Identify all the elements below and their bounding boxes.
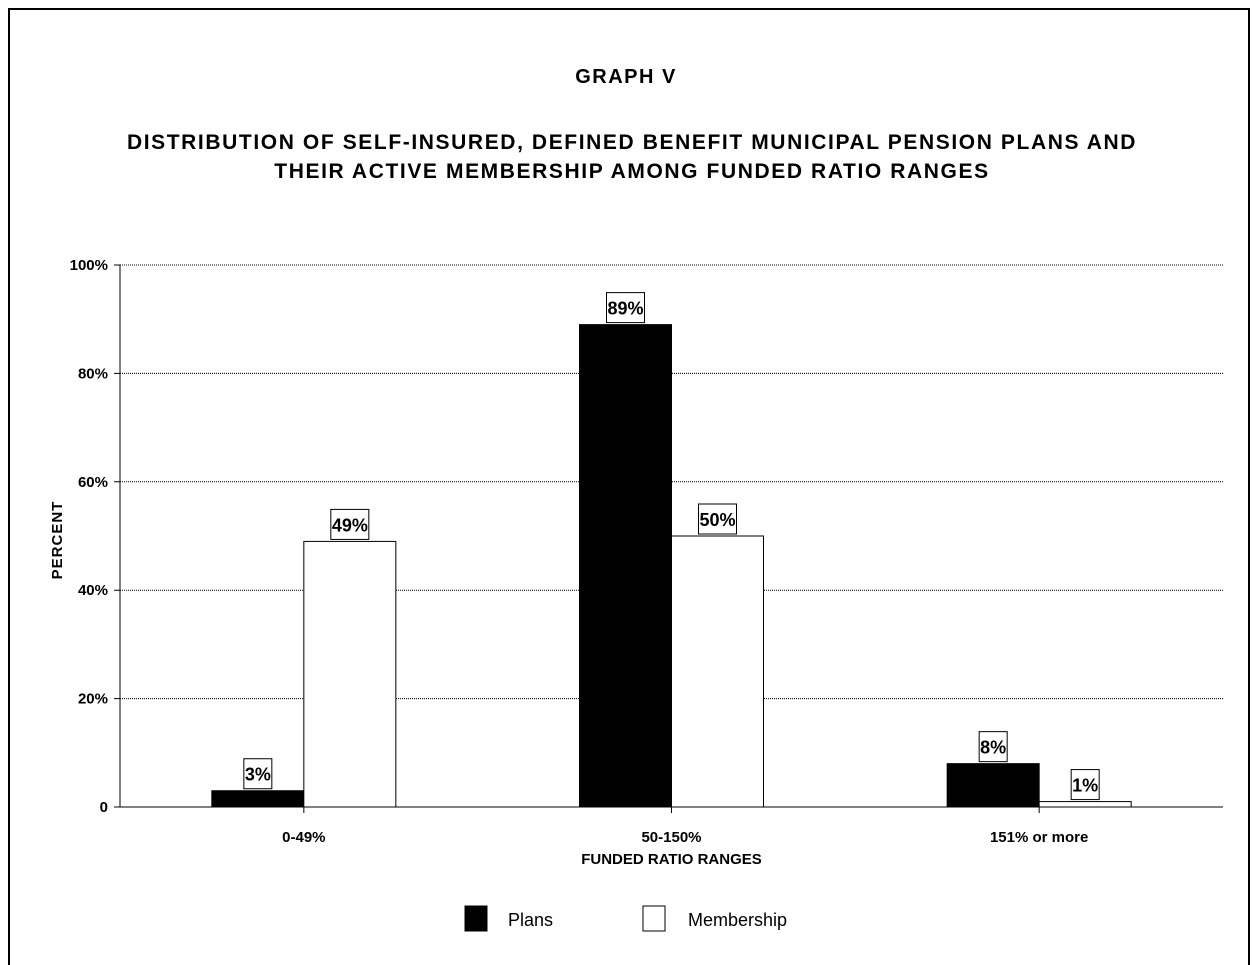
- bar-membership: [303, 540, 397, 808]
- data-label: 1%: [1072, 776, 1098, 796]
- bar-plans: [579, 324, 672, 808]
- bar-membership: [1038, 801, 1132, 808]
- data-label: 3%: [245, 765, 271, 785]
- legend-label-membership: Membership: [688, 910, 787, 930]
- y-tick-label: 20%: [78, 691, 108, 708]
- bar-plans: [211, 790, 305, 808]
- chart-frame: [8, 8, 1250, 965]
- y-tick-label: 40%: [78, 582, 108, 599]
- data-label-box: [330, 508, 370, 540]
- data-label: 8%: [980, 738, 1006, 758]
- y-tick-label: 80%: [78, 365, 108, 382]
- x-tick-label: 151% or more: [990, 829, 1088, 846]
- legend-swatch-membership: [642, 905, 666, 932]
- data-label-box: [978, 731, 1008, 763]
- y-tick-label: 100%: [70, 257, 108, 274]
- chart-title: DISTRIBUTION OF SELF-INSURED, DEFINED BE…: [0, 128, 1252, 186]
- x-tick-label: 50-150%: [641, 829, 701, 846]
- bar-membership: [671, 535, 764, 808]
- legend-swatch-plans: [464, 905, 488, 932]
- x-axis-title: FUNDED RATIO RANGES: [581, 851, 762, 868]
- y-tick-label: 60%: [78, 474, 108, 491]
- data-label-box: [243, 758, 273, 790]
- chart-title-line-2: THEIR ACTIVE MEMBERSHIP AMONG FUNDED RAT…: [274, 160, 990, 183]
- legend-label-plans: Plans: [508, 910, 553, 930]
- data-label: 49%: [332, 515, 368, 535]
- data-label: 89%: [607, 299, 643, 319]
- data-label-box: [1070, 769, 1100, 801]
- x-tick-label: 0-49%: [282, 829, 325, 846]
- y-tick-label: 0: [100, 799, 108, 816]
- chart-title-line-1: DISTRIBUTION OF SELF-INSURED, DEFINED BE…: [126, 131, 1138, 154]
- y-axis-title: PERCENT: [49, 501, 66, 580]
- data-label-box: [698, 503, 737, 535]
- bar-plans: [946, 763, 1040, 808]
- data-label: 50%: [699, 510, 735, 530]
- graph-label: GRAPH V: [575, 66, 677, 88]
- data-label-box: [606, 292, 645, 324]
